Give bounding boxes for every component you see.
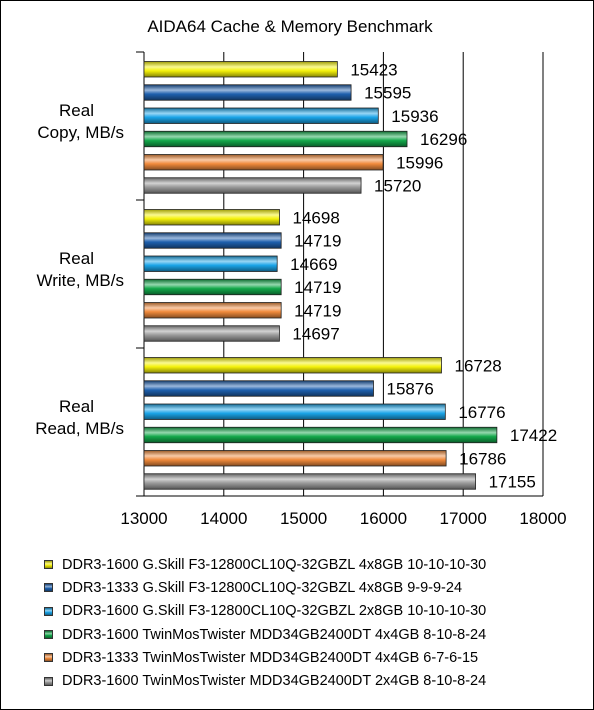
x-tick-label: 16000 [360,509,407,528]
legend: DDR3-1600 G.Skill F3-12800CL10Q-32GBZL 4… [44,553,486,693]
legend-item: DDR3-1600 TwinMosTwister MDD34GB2400DT 4… [44,623,486,646]
x-tick-label: 17000 [440,509,487,528]
legend-swatch [44,560,53,570]
category-label: Real Write, MB/s [36,249,124,290]
legend-swatch [44,653,53,663]
legend-label: DDR3-1600 TwinMosTwister MDD34GB2400DT 2… [62,673,487,690]
bar [143,380,374,397]
data-label: 14669 [290,255,337,274]
data-label: 17155 [489,473,536,492]
bar [143,177,362,194]
data-label: 14697 [292,325,339,344]
legend-swatch [44,583,53,593]
legend-label: DDR3-1333 TwinMosTwister MDD34GB2400DT 4… [62,649,479,666]
bar [143,61,338,78]
data-label: 15876 [387,380,434,399]
data-label: 16786 [459,449,506,468]
category-label: Real Read, MB/s [35,397,124,438]
data-label: 16296 [420,130,467,149]
data-label: 14719 [294,301,341,320]
x-tick-label: 13000 [120,509,167,528]
legend-item: DDR3-1333 G.Skill F3-12800CL10Q-32GBZL 4… [44,576,486,599]
bar [143,403,446,420]
bar [143,473,476,490]
bar [143,357,442,374]
data-label: 14719 [294,232,341,251]
data-label: 15936 [391,107,438,126]
legend-label: DDR3-1600 TwinMosTwister MDD34GB2400DT 4… [62,626,487,643]
data-label: 16728 [454,356,501,375]
bar [143,255,278,272]
data-label: 15595 [364,84,411,103]
grid-lines [223,52,544,496]
legend-label: DDR3-1333 G.Skill F3-12800CL10Q-32GBZL 4… [62,579,463,596]
legend-swatch [44,606,53,616]
data-label: 15720 [374,177,421,196]
legend-item: DDR3-1600 G.Skill F3-12800CL10Q-32GBZL 4… [44,553,486,576]
bar [143,130,408,148]
category-labels: Real Copy, MB/s Real Write, MB/s Real Read, M… [35,101,124,438]
bar [143,84,352,101]
data-labels: 15423 15595 15936 16296 15996 15720 14698 14719… [290,60,557,491]
legend-item: DDR3-1600 G.Skill F3-12800CL10Q-32GBZL 2… [44,600,486,623]
data-label: 14719 [294,278,341,297]
x-tick-label: 15000 [280,509,327,528]
bar [143,232,282,249]
bar [143,278,282,296]
bars [143,61,498,490]
data-label: 15996 [396,153,443,172]
legend-swatch [44,630,53,640]
category-label: Real Copy, MB/s [37,101,124,142]
data-label: 14698 [293,208,340,227]
legend-label: DDR3-1600 G.Skill F3-12800CL10Q-32GBZL 2… [62,603,487,620]
axes [136,51,543,497]
bar [143,302,282,319]
legend-swatch [44,676,53,686]
legend-item: DDR3-1600 TwinMosTwister MDD34GB2400DT 2… [44,669,486,692]
x-tick-label: 18000 [519,509,566,528]
data-label: 17422 [510,426,557,445]
legend-item: DDR3-1333 TwinMosTwister MDD34GB2400DT 4… [44,646,486,669]
data-label: 16776 [458,403,505,422]
bar [143,325,280,342]
x-tick-labels: 13000 14000 15000 16000 17000 18000 [120,509,566,528]
bar [143,107,379,124]
legend-label: DDR3-1600 G.Skill F3-12800CL10Q-32GBZL 4… [62,556,487,573]
data-label: 15423 [350,60,397,79]
x-tick-label: 14000 [200,509,247,528]
bar [143,450,447,467]
bar [143,426,498,444]
chart-title: AIDA64 Cache & Memory Benchmark [147,17,433,36]
bar [143,209,280,226]
bar [143,154,384,171]
